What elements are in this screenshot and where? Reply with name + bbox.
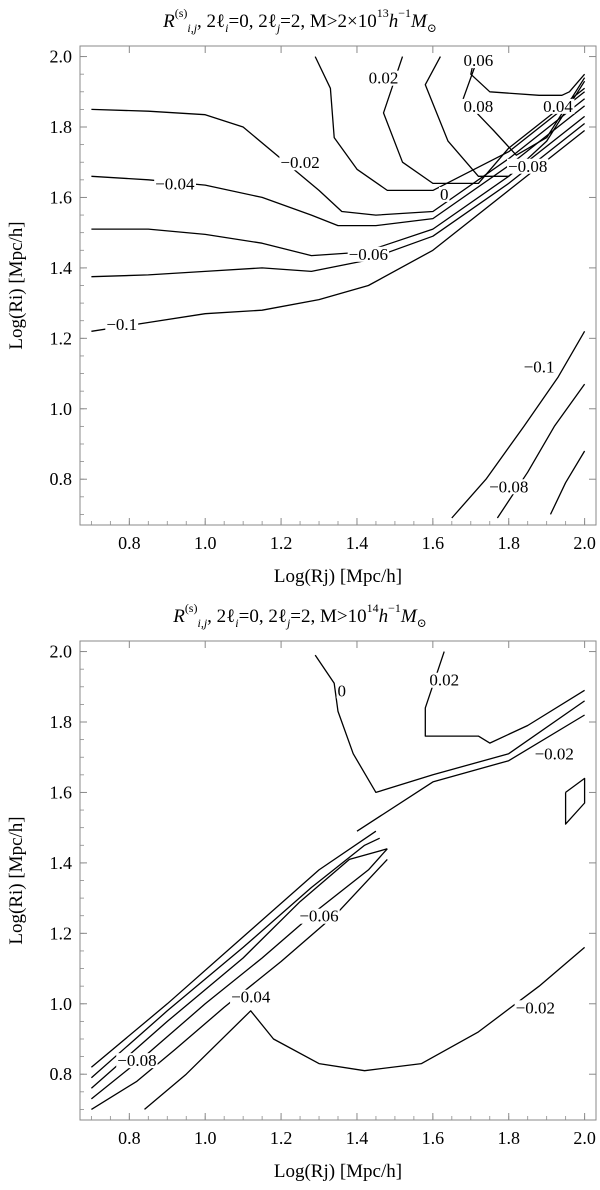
contour-label-bg (116, 1053, 158, 1069)
x-axis-label: Log(Rj) [Mpc/h] (274, 566, 402, 587)
chart-title: R(s)i,j, 2ℓi=0, 2ℓj=2, M>1014h−1M⊙ (173, 601, 427, 630)
x-tick-label: 0.8 (118, 1128, 141, 1148)
plot-frame (79, 45, 597, 526)
contour-line (382, 56, 586, 185)
y-tick-label: 1.8 (50, 712, 73, 732)
contour-label-bg (462, 53, 495, 69)
contour-line (424, 651, 585, 744)
contour-label: 0 (338, 681, 347, 700)
contour-label-bg (230, 989, 272, 1005)
y-tick-label: 1.0 (50, 399, 73, 419)
contour-line (314, 56, 586, 192)
x-tick-label: 1.6 (422, 1128, 445, 1148)
chart-title: R(s)i,j, 2ℓi=0, 2ℓj=2, M>2×1013h−1M⊙ (163, 6, 437, 35)
y-tick-label: 1.4 (50, 258, 73, 278)
y-tick-label: 1.8 (50, 117, 73, 137)
x-tick-label: 2.0 (573, 1128, 596, 1148)
contour-label: −0.1 (524, 358, 555, 377)
contour-line (314, 654, 585, 794)
contour-label-bg (514, 1000, 556, 1016)
contour-label: −0.02 (535, 745, 574, 764)
x-tick-label: 1.8 (497, 1128, 520, 1148)
y-tick-label: 1.0 (50, 994, 73, 1014)
contour-label: −0.08 (489, 477, 528, 496)
contour-line (90, 848, 388, 1089)
contour-label: −0.02 (516, 998, 555, 1017)
contour-label: 0 (440, 185, 449, 204)
contour-line (91, 129, 586, 332)
y-tick-label: 1.6 (50, 187, 73, 207)
x-tick-label: 1.0 (194, 533, 217, 553)
contour-label-bg (347, 246, 390, 262)
contour-label: −0.1 (106, 315, 137, 334)
contour-label: 0.02 (369, 69, 399, 88)
contour-line (424, 56, 586, 177)
contour-line (451, 330, 586, 519)
contour-plot: 0.8 1.0 1.2 1.4 1.6 1.8 2.0 0.8 1.0 1.2 1.4 1.6 1.8 2… (6, 45, 597, 587)
contour-label-bg (367, 70, 400, 86)
contour-label: −0.08 (117, 1051, 156, 1070)
y-tick-label: 1.2 (50, 923, 73, 943)
contour-line (496, 383, 586, 519)
contour-line (356, 714, 585, 832)
x-tick-label: 1.4 (346, 1128, 369, 1148)
contour-line (91, 115, 586, 257)
contour-label-bg (507, 158, 549, 174)
contour-label-bg (462, 98, 495, 114)
contour-label: 0.08 (464, 97, 494, 116)
contour-label-bg (522, 359, 556, 375)
contour-line (549, 450, 586, 515)
contour-label-bg (438, 186, 450, 202)
contour-line (90, 837, 380, 1079)
contour-label: −0.04 (231, 988, 271, 1007)
y-tick-label: 0.8 (50, 469, 73, 489)
x-tick-label: 1.6 (422, 533, 445, 553)
contour-line (144, 946, 586, 1110)
contour-line (91, 122, 586, 278)
y-tick-label: 2.0 (50, 642, 73, 662)
contour-line (470, 56, 586, 96)
y-axis-label: Log(Ri) [Mpc/h] (6, 816, 27, 944)
y-axis-label: Log(Ri) [Mpc/h] (6, 221, 27, 349)
contour-line (91, 858, 388, 1110)
contour-line (462, 56, 586, 156)
contour-plot: 0.8 1.0 1.2 1.4 1.6 1.8 2.0 0.8 1.0 1.2 1.4 1.6 1.8 2… (6, 640, 597, 1182)
contour-label: −0.02 (280, 153, 319, 172)
contour-label: 0.06 (464, 51, 494, 70)
contour-label: 0.02 (429, 671, 459, 690)
contour-label-bg (279, 155, 321, 171)
x-tick-label: 2.0 (573, 533, 596, 553)
contour-label: 0.04 (543, 97, 573, 116)
x-tick-label: 1.2 (270, 533, 293, 553)
y-tick-label: 1.2 (50, 328, 73, 348)
contour-label: −0.04 (155, 174, 195, 193)
x-tick-label: 1.4 (346, 533, 369, 553)
x-tick-label: 1.8 (497, 533, 520, 553)
y-tick-label: 1.4 (50, 853, 73, 873)
contour-line (90, 830, 377, 1068)
contour-label-bg (298, 908, 340, 924)
contour-label-bg (154, 176, 197, 192)
contour-label: −0.06 (349, 245, 388, 264)
x-axis-label: Log(Rj) [Mpc/h] (274, 1161, 402, 1182)
contour-line (91, 98, 586, 216)
contour-label-bg (336, 683, 348, 699)
x-tick-label: 0.8 (118, 533, 141, 553)
contour-label: −0.08 (508, 157, 547, 176)
contour-label: −0.06 (299, 907, 338, 926)
contour-label-bg (533, 746, 575, 762)
x-tick-label: 1.0 (194, 1128, 217, 1148)
chart-panel-top: R(s)i,j, 2ℓi=0, 2ℓj=2, M>2×1013h−1M⊙ 0.8… (6, 6, 597, 587)
y-tick-label: 2.0 (50, 47, 73, 67)
contour-label-bg (105, 317, 139, 333)
contour-line (90, 848, 388, 1100)
y-tick-label: 1.6 (50, 782, 73, 802)
contour-label-bg (488, 479, 530, 495)
x-tick-label: 1.2 (270, 1128, 293, 1148)
contour-line (564, 777, 586, 825)
chart-panel-bottom: R(s)i,j, 2ℓi=0, 2ℓj=2, M>1014h−1M⊙ 0.8 1.… (0, 595, 600, 1190)
y-tick-label: 0.8 (50, 1064, 73, 1084)
contour-label-bg (428, 672, 461, 688)
contour-label-bg (542, 98, 575, 114)
